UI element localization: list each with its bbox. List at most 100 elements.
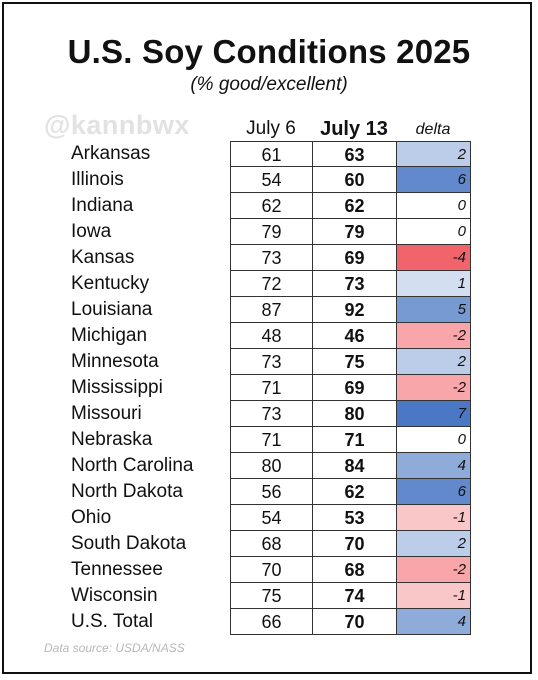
state-name: Arkansas [71,143,151,164]
table-row: North Carolina 80 84 4 [0,453,538,479]
state-name: Minnesota [71,351,159,372]
value-july6-cell: 87 [230,297,313,323]
value-july6-cell: 54 [230,505,313,531]
value-july6-cell: 75 [230,583,313,609]
table-row: Kentucky 72 73 1 [0,271,538,297]
table-row: Ohio 54 53 -1 [0,505,538,531]
table-row: Indiana 62 62 0 [0,193,538,219]
state-name: Wisconsin [71,585,158,606]
value-july6-cell: 72 [230,271,313,297]
delta-cell: 0 [396,219,471,245]
value-july13-cell: 63 [312,141,397,167]
chart-title: U.S. Soy Conditions 2025 [67,33,471,70]
table-row: Nebraska 71 71 0 [0,427,538,453]
table-row: Illinois 54 60 6 [0,167,538,193]
table-row: North Dakota 56 62 6 [0,479,538,505]
table-row: Kansas 73 69 -4 [0,245,538,271]
watermark: @kannbwx [44,110,190,140]
delta-cell: 2 [396,531,471,557]
value-july6-cell: 73 [230,401,313,427]
state-name: Tennessee [71,559,163,580]
state-name: Mississippi [71,377,163,398]
value-july13-cell: 53 [312,505,397,531]
value-july6-cell: 48 [230,323,313,349]
value-july13-cell: 62 [312,193,397,219]
value-july6-cell: 54 [230,167,313,193]
table-row: Iowa 79 79 0 [0,219,538,245]
table-body: Arkansas 61 63 2 Illinois 54 60 6 Indiana 62 62 0 Io… [0,141,538,635]
delta-cell: -4 [396,245,471,271]
value-july13-cell: 75 [312,349,397,375]
delta-cell: 6 [396,167,471,193]
delta-cell: -1 [396,583,471,609]
delta-cell: -2 [396,323,471,349]
delta-cell: -2 [396,557,471,583]
delta-cell: 1 [396,271,471,297]
delta-cell: 5 [396,297,471,323]
value-july6-cell: 68 [230,531,313,557]
delta-cell: 0 [396,427,471,453]
state-name: Indiana [71,195,134,216]
delta-cell: 4 [396,609,471,635]
delta-cell: 2 [396,141,471,167]
value-july13-cell: 69 [312,375,397,401]
delta-cell: -2 [396,375,471,401]
table-row: Missouri 73 80 7 [0,401,538,427]
value-july13-cell: 73 [312,271,397,297]
value-july6-cell: 70 [230,557,313,583]
value-july6-cell: 73 [230,349,313,375]
value-july13-cell: 60 [312,167,397,193]
value-july6-cell: 79 [230,219,313,245]
value-july13-cell: 68 [312,557,397,583]
delta-cell: -1 [396,505,471,531]
delta-cell: 0 [396,193,471,219]
table-row: Michigan 48 46 -2 [0,323,538,349]
value-july13-cell: 69 [312,245,397,271]
state-name: North Carolina [71,455,194,476]
value-july13-cell: 79 [312,219,397,245]
value-july13-cell: 71 [312,427,397,453]
column-header-july6: July 6 [246,118,296,139]
value-july13-cell: 92 [312,297,397,323]
chart-subtitle: (% good/excellent) [190,74,348,95]
state-name: Kansas [71,247,135,268]
state-name: Michigan [71,325,148,346]
column-header-delta: delta [415,121,451,138]
value-july6-cell: 80 [230,453,313,479]
table-row: Louisiana 87 92 5 [0,297,538,323]
table-row: Wisconsin 75 74 -1 [0,583,538,609]
value-july13-cell: 80 [312,401,397,427]
value-july6-cell: 71 [230,375,313,401]
state-name: Illinois [71,169,124,190]
value-july6-cell: 71 [230,427,313,453]
delta-cell: 2 [396,349,471,375]
delta-cell: 6 [396,479,471,505]
value-july13-cell: 70 [312,531,397,557]
value-july6-cell: 73 [230,245,313,271]
value-july13-cell: 84 [312,453,397,479]
value-july6-cell: 66 [230,609,313,635]
column-header-july13: July 13 [320,118,388,140]
value-july6-cell: 61 [230,141,313,167]
table-row: Mississippi 71 69 -2 [0,375,538,401]
delta-cell: 7 [396,401,471,427]
value-july6-cell: 62 [230,193,313,219]
state-name: Missouri [71,403,142,424]
state-name: Ohio [71,507,112,528]
table-row: U.S. Total 66 70 4 [0,609,538,635]
state-name: Kentucky [71,273,150,294]
table-row: Arkansas 61 63 2 [0,141,538,167]
state-name: Iowa [71,221,112,242]
state-name: North Dakota [71,481,183,502]
value-july6-cell: 56 [230,479,313,505]
table-row: Tennessee 70 68 -2 [0,557,538,583]
value-july13-cell: 70 [312,609,397,635]
state-name: U.S. Total [71,611,154,632]
value-july13-cell: 62 [312,479,397,505]
state-name: South Dakota [71,533,187,554]
table-row: Minnesota 73 75 2 [0,349,538,375]
data-source-note: Data source: USDA/NASS [44,641,185,655]
table-row: South Dakota 68 70 2 [0,531,538,557]
delta-cell: 4 [396,453,471,479]
state-name: Nebraska [71,429,153,450]
